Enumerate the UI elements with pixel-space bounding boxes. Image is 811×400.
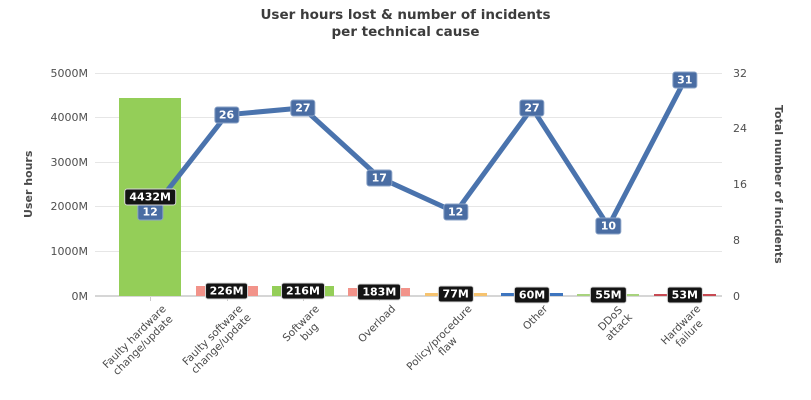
line-value-label[interactable]: 17: [366, 169, 392, 187]
y-axis-right-tick-label: 24: [733, 122, 747, 136]
y-axis-left-tick-label: 3000M: [50, 155, 89, 169]
gridline: [95, 250, 722, 252]
y-axis-right-tick-label: 32: [733, 66, 747, 80]
line-value-label[interactable]: 27: [519, 99, 545, 117]
line-value-label[interactable]: 12: [137, 203, 163, 221]
y-axis-right-tick-label: 16: [733, 178, 747, 191]
line-value-label[interactable]: 31: [672, 71, 698, 89]
line-value-label[interactable]: 27: [290, 99, 316, 117]
y-axis-left-tick-label: 1000M: [50, 244, 89, 258]
incidents-line: [147, 77, 688, 229]
y-axis-left-tick-label: 0M: [71, 289, 89, 303]
y-axis-left-tick-label: 5000M: [50, 66, 89, 80]
bar-value-label: 4432M: [124, 188, 176, 206]
x-axis-tick: [150, 297, 152, 301]
gridline: [95, 206, 722, 208]
gridline: [95, 117, 722, 119]
line-value-label[interactable]: 10: [595, 217, 622, 235]
bar-value-label: 77M: [437, 285, 474, 303]
chart-title-line1: User hours lost & number of incidents: [260, 7, 551, 23]
y-axis-right-title: Total number of incidents: [772, 105, 785, 264]
y-axis-right-tick-label: 0: [733, 289, 740, 303]
gridline: [95, 161, 722, 163]
gridline: [95, 72, 722, 74]
bar-value-label: 55M: [590, 286, 627, 304]
y-axis-left-tick-label: 2000M: [50, 200, 89, 214]
bar-value-label: 53M: [666, 286, 703, 304]
y-axis-right-tick-label: 8: [733, 233, 740, 247]
line-value-label[interactable]: 26: [213, 106, 240, 124]
bar-value-label: 226M: [204, 282, 249, 300]
x-axis-line: [95, 295, 722, 297]
bar-value-label: 60M: [513, 286, 551, 304]
line-value-label[interactable]: 12: [443, 203, 469, 221]
bar-value-label: 216M: [280, 282, 325, 300]
bar-value-label: 183M: [357, 283, 402, 301]
chart-title-line2: per technical cause: [331, 24, 480, 40]
y-axis-left-tick-label: 4000M: [50, 111, 89, 125]
